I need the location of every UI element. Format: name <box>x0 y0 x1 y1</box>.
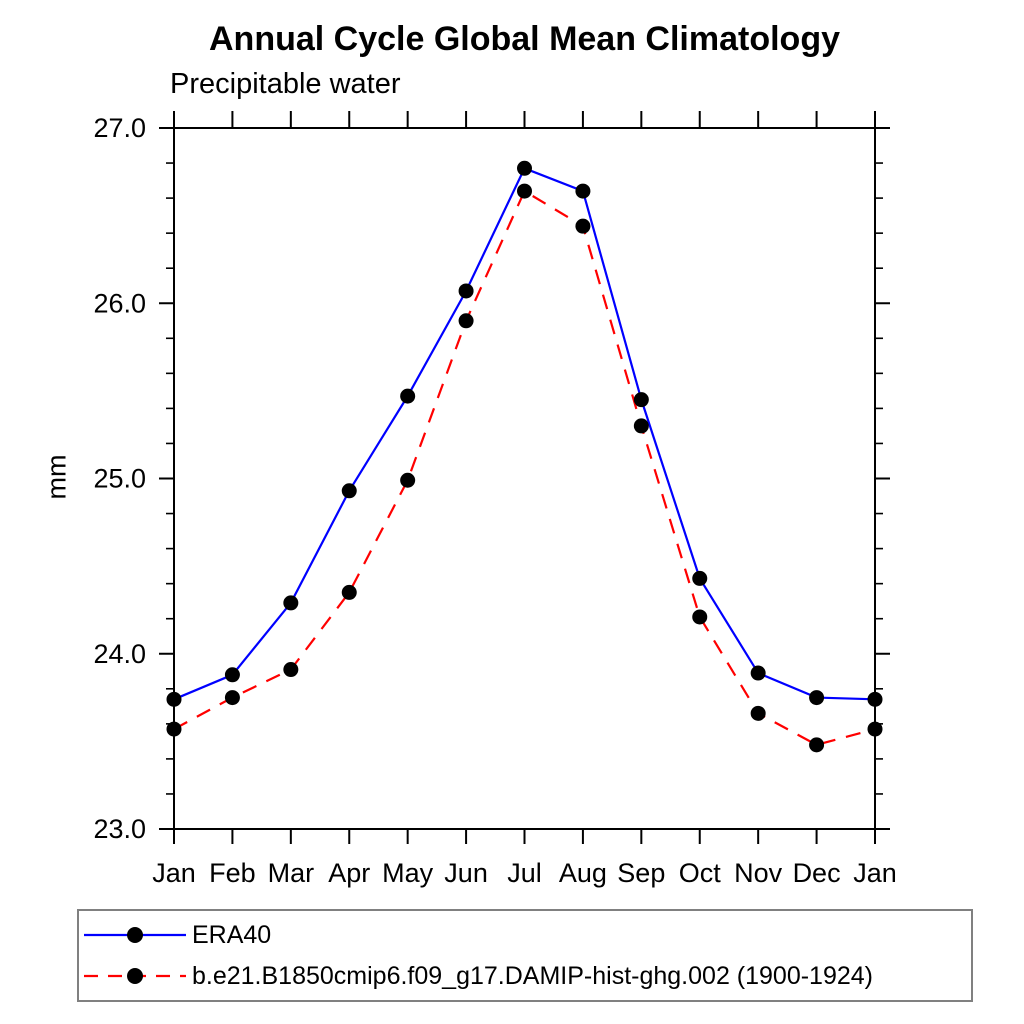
model-line-sample <box>84 968 186 984</box>
era40-data-point <box>575 183 591 199</box>
legend-entry-era40: ERA40 <box>81 918 971 952</box>
y-tick-label: 26.0 <box>93 288 146 318</box>
chart-title: Annual Cycle Global Mean Climatology <box>209 20 840 58</box>
era40-data-point <box>633 392 649 408</box>
model-data-point <box>400 472 416 488</box>
x-tick-label: Sep <box>617 858 665 888</box>
x-tick-label: Mar <box>268 858 315 888</box>
era40-data-point <box>166 691 182 707</box>
model-data-point <box>166 721 182 737</box>
y-tick-label: 23.0 <box>93 814 146 844</box>
x-tick-label: Jan <box>853 858 897 888</box>
era40-line <box>173 166 876 701</box>
legend-label-model: b.e21.B1850cmip6.f09_g17.DAMIP-hist-ghg.… <box>192 961 873 990</box>
era40-data-point <box>341 483 357 499</box>
era40-sample-marker <box>127 927 143 943</box>
era40-data-point <box>692 570 708 586</box>
y-tick-label: 24.0 <box>93 639 146 669</box>
x-tick-label: Oct <box>679 858 722 888</box>
era40-data-point <box>400 388 416 404</box>
model-data-point <box>341 584 357 600</box>
model-sample-marker <box>127 968 143 984</box>
plot-area: 23.0 24.0 25.0 26.0 27.0 Jan Feb Mar Apr May Jun Ju… <box>93 111 897 888</box>
legend-entry-model: b.e21.B1850cmip6.f09_g17.DAMIP-hist-ghg.… <box>81 959 971 993</box>
x-tick-label: Feb <box>209 858 256 888</box>
era40-data-point <box>283 595 299 611</box>
plot-box <box>173 127 876 830</box>
era40-data-point <box>517 160 532 176</box>
model-data-point <box>517 183 532 199</box>
model-line <box>173 189 876 747</box>
legend-box: ERA40 b.e21.B1850cmip6.f09_g17.DAMIP-his… <box>77 909 973 1002</box>
x-tick-label: Nov <box>734 858 783 888</box>
era40-data-point <box>809 690 825 706</box>
era40-data-point <box>867 691 883 707</box>
legend-label-era40: ERA40 <box>192 920 272 949</box>
model-data-point <box>867 721 883 737</box>
model-data-point <box>633 418 649 434</box>
y-tick-label: 25.0 <box>93 464 146 494</box>
x-tick-label: Jun <box>444 858 488 888</box>
model-data-point <box>750 705 766 721</box>
x-tick-label: Aug <box>559 858 607 888</box>
model-data-point <box>692 609 708 625</box>
era40-data-point <box>750 665 766 681</box>
era40-data-point <box>224 667 240 683</box>
x-tick-label: Jan <box>152 858 196 888</box>
model-data-point <box>458 313 474 329</box>
chart-subtitle: Precipitable water <box>170 68 401 100</box>
era40-data-point <box>458 283 474 299</box>
x-tick-label: Dec <box>793 858 841 888</box>
y-tick-label: 27.0 <box>93 113 146 143</box>
model-data-point <box>809 737 825 753</box>
x-tick-label: Apr <box>328 858 370 888</box>
era40-line-sample <box>84 927 186 943</box>
model-data-point <box>283 662 299 678</box>
x-tick-label: May <box>382 858 434 888</box>
model-data-point <box>224 690 240 706</box>
x-tick-label: Jul <box>507 858 542 888</box>
model-data-point <box>575 218 591 234</box>
